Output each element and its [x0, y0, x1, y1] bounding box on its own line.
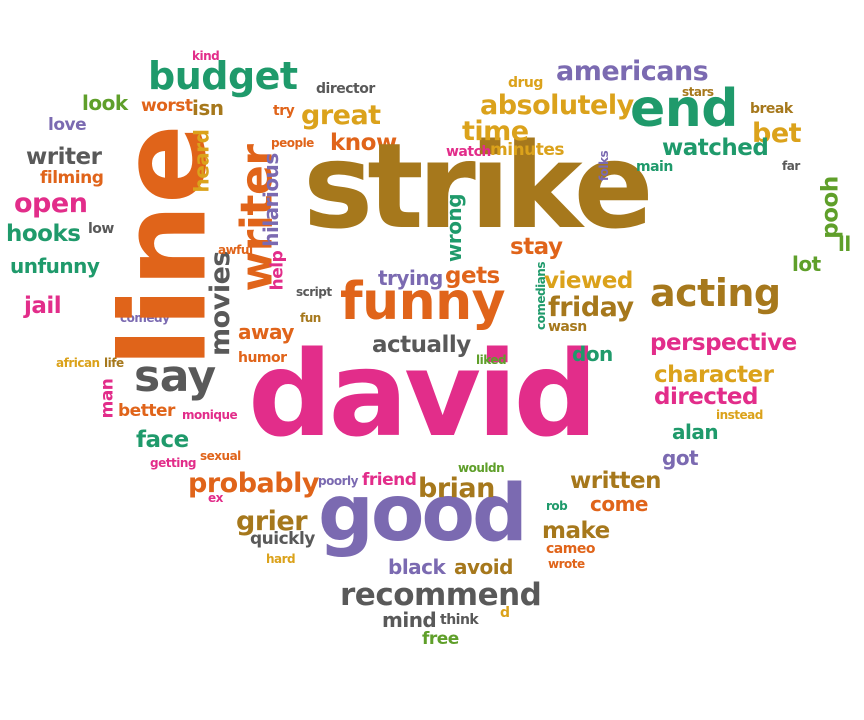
word-make: make — [542, 518, 610, 544]
word-stay: stay — [510, 234, 563, 260]
word-hilarious: hilarious — [258, 153, 283, 247]
word-script: script — [296, 285, 332, 299]
word-ex: ex — [208, 491, 223, 505]
word-try: try — [273, 103, 295, 119]
word-time: time — [462, 116, 529, 147]
word-black: black — [388, 555, 446, 579]
word-cameo: cameo — [546, 541, 595, 557]
word-free: free — [422, 629, 459, 649]
word-brian: brian — [418, 473, 495, 504]
word-getting: getting — [150, 456, 196, 470]
word-instead: instead — [716, 408, 763, 422]
word-budget: budget — [148, 54, 298, 98]
word-director: director — [316, 81, 375, 97]
word-wrote: wrote — [548, 557, 585, 571]
word-folks: folks — [597, 150, 612, 182]
word-liked: liked — [476, 353, 507, 367]
word-unfunny: unfunny — [10, 254, 100, 278]
word-wrong: wrong — [442, 193, 467, 263]
word-alan: alan — [672, 420, 719, 444]
word-break: break — [750, 101, 793, 117]
word-help: help — [267, 250, 288, 291]
word-love: love — [48, 115, 87, 135]
word-say: say — [134, 351, 216, 402]
word-absolutely: absolutely — [480, 90, 634, 121]
word-man: man — [97, 378, 118, 419]
word-acting: acting — [650, 271, 781, 315]
word-stars: stars — [682, 85, 714, 99]
word-mind: mind — [382, 608, 437, 632]
word-got: got — [662, 446, 699, 470]
word-end: end — [630, 79, 739, 139]
word-trying: trying — [378, 266, 443, 290]
word-watch: watch — [446, 144, 491, 160]
word-wouldn: wouldn — [458, 461, 505, 475]
word-d: d — [500, 605, 510, 621]
word-jail: jail — [24, 293, 62, 319]
word-good: good — [318, 469, 528, 559]
word-filming: filming — [40, 168, 104, 188]
word-perspective: perspective — [650, 330, 797, 356]
word-movies: movies — [204, 251, 236, 356]
word-wasn: wasn — [548, 319, 587, 335]
word-gone: writer — [26, 144, 102, 170]
word-grier: grier — [236, 506, 308, 537]
word-friday: friday — [548, 292, 634, 323]
word-life: life — [104, 356, 124, 370]
word-hard: hard — [266, 552, 296, 566]
word-great: great — [301, 100, 381, 131]
word-pooh: pooh — [817, 176, 844, 239]
word-worst: worst — [141, 96, 193, 116]
word-look: look — [82, 91, 128, 115]
word-poorly: poorly — [318, 474, 358, 488]
word-watched: watched — [662, 135, 769, 161]
word-comedy: comedy — [120, 311, 170, 325]
word-kind: kind — [192, 49, 220, 63]
word-avoid: avoid — [454, 555, 513, 579]
word-heard: heard — [189, 129, 214, 193]
word-sexual: sexual — [200, 449, 241, 463]
word-written: written — [570, 468, 661, 494]
word-main: main — [636, 159, 673, 175]
word-recommend: recommend — [340, 577, 542, 613]
word-far: far — [782, 159, 800, 173]
word-actually: actually — [372, 332, 471, 358]
word-know: know — [330, 130, 397, 156]
word-ll: ll — [838, 232, 851, 256]
word-minutes: minutes — [490, 140, 565, 160]
word-awful: awful — [218, 243, 253, 257]
word-gets: gets — [445, 263, 500, 289]
word-better: better — [118, 401, 175, 421]
word-humor: humor — [238, 350, 287, 366]
word-lot: lot — [792, 252, 821, 276]
word-probably: probably — [188, 468, 319, 499]
word-bet: bet — [752, 118, 802, 149]
word-isn: isn — [192, 96, 224, 120]
word-americans: americans — [556, 56, 709, 87]
word-open: open — [14, 188, 88, 219]
word-rob: rob — [546, 499, 568, 513]
word-quickly: quickly — [250, 529, 315, 549]
word-fun: fun — [300, 311, 321, 325]
word-low: low — [88, 221, 114, 237]
word-character: character — [654, 362, 774, 388]
word-strike: strike — [303, 117, 654, 255]
word-friend: friend — [362, 470, 417, 490]
word-face: face — [136, 427, 189, 453]
word-african: african — [56, 356, 100, 370]
word-think: think — [440, 612, 479, 628]
word-funny: funny — [340, 272, 506, 332]
word-come: come — [590, 492, 649, 516]
word-away: away — [238, 320, 294, 344]
word-viewed: viewed — [544, 268, 633, 294]
word-don: don — [572, 342, 613, 366]
word-people: people — [271, 136, 314, 150]
word-drug: drug — [508, 75, 543, 91]
word-directed: directed — [654, 384, 758, 410]
word-hooks: hooks — [6, 221, 81, 247]
word-monique: monique — [182, 408, 238, 422]
word-david: david — [248, 325, 598, 463]
